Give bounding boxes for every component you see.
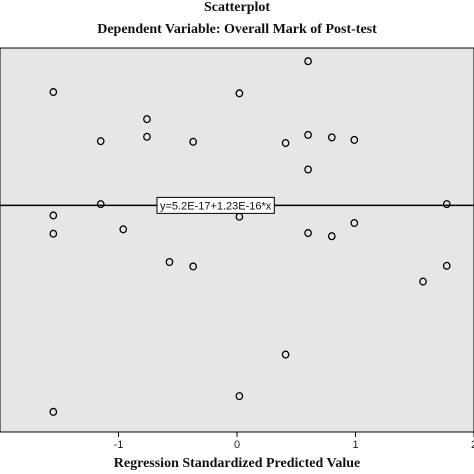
data-point xyxy=(143,132,151,141)
data-point xyxy=(96,137,105,146)
data-point xyxy=(235,89,244,98)
data-point xyxy=(304,130,312,139)
data-point xyxy=(49,407,58,416)
fit-equation-label: y=5.2E-17+1.23E-16*x xyxy=(160,200,272,212)
data-point xyxy=(419,277,427,286)
x-tick-label: 1 xyxy=(352,439,358,451)
data-point xyxy=(281,350,290,359)
data-point xyxy=(96,200,105,209)
data-point xyxy=(143,115,151,124)
chart-title: Scatterplot xyxy=(203,0,271,15)
fit-equation-box: y=5.2E-17+1.23E-16*x xyxy=(156,196,275,214)
x-tick-label: 0 xyxy=(234,439,240,451)
data-point xyxy=(165,257,174,267)
data-point xyxy=(189,137,198,146)
data-point xyxy=(304,165,312,174)
data-point xyxy=(442,261,451,270)
data-point xyxy=(189,262,198,271)
data-point xyxy=(49,211,58,220)
data-point xyxy=(49,88,58,97)
data-point xyxy=(119,225,128,234)
x-tick-label: 2 xyxy=(471,439,474,451)
data-point xyxy=(235,392,244,401)
data-point xyxy=(350,218,359,228)
data-point xyxy=(304,57,312,66)
x-axis-label: Regression Standardized Predicted Value xyxy=(113,456,361,471)
plot-area xyxy=(0,47,474,433)
data-point xyxy=(442,200,451,209)
data-point xyxy=(327,133,336,142)
data-point xyxy=(49,229,58,238)
data-point xyxy=(350,135,359,144)
chart-subtitle: Dependent Variable: Overall Mark of Post… xyxy=(97,22,377,37)
data-point xyxy=(281,139,290,148)
data-point xyxy=(327,232,336,241)
x-tick-label: -1 xyxy=(114,439,124,451)
data-point xyxy=(304,229,312,238)
